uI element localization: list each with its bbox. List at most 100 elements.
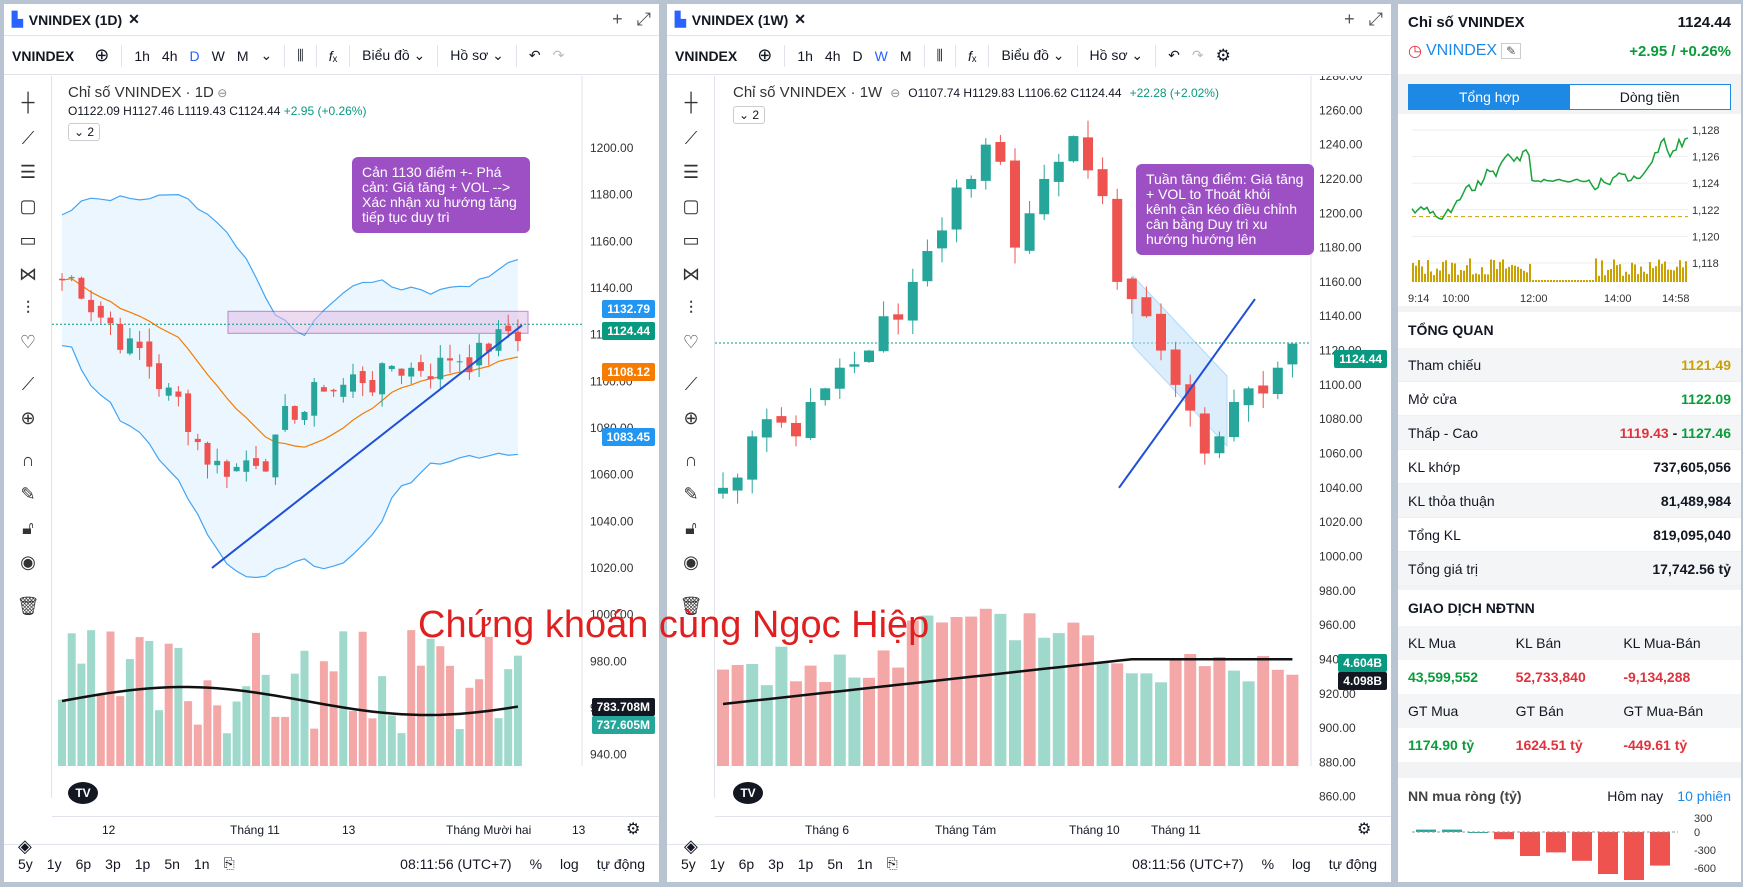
- comment-icon[interactable]: ▭: [682, 230, 700, 250]
- net-today-tab[interactable]: Hôm nay: [1607, 788, 1664, 804]
- interval-w[interactable]: W: [211, 47, 225, 64]
- range-1d[interactable]: 1n: [856, 855, 873, 872]
- range-6m[interactable]: 6p: [738, 855, 755, 872]
- tab-overview[interactable]: Tổng hợp: [1409, 85, 1570, 109]
- add-symbol-icon[interactable]: ⊕: [94, 45, 110, 65]
- undo-icon[interactable]: ↶: [1168, 47, 1180, 63]
- pattern-icon[interactable]: ⋈: [19, 264, 37, 284]
- crosshair-icon[interactable]: ┼: [684, 92, 698, 112]
- undo-icon[interactable]: ↶: [528, 47, 541, 63]
- range-1m[interactable]: 1p: [797, 855, 814, 872]
- expand-icon[interactable]: ⤢: [1368, 9, 1383, 29]
- interval-m[interactable]: M: [899, 47, 912, 64]
- add-symbol-icon[interactable]: ⊕: [757, 45, 773, 65]
- candles-icon[interactable]: ⫼: [936, 47, 943, 63]
- interval-d[interactable]: D: [852, 47, 863, 64]
- weekly-chart-svg[interactable]: 1280.00 1260.00 1240.00 1220.00 1200.00 1180.…: [715, 69, 1391, 818]
- redo-icon[interactable]: ↷: [552, 47, 565, 63]
- fib-icon[interactable]: ☰: [19, 162, 37, 182]
- indicators-icon[interactable]: fₓ: [328, 47, 338, 64]
- forecast-icon[interactable]: ⫶: [688, 298, 694, 318]
- candles-icon[interactable]: ⫼: [297, 47, 304, 63]
- range-5d[interactable]: 5n: [164, 855, 180, 872]
- indicators-icon[interactable]: fₓ: [967, 47, 977, 64]
- log-toggle[interactable]: log: [1292, 855, 1311, 872]
- trendline-icon[interactable]: ⟋: [684, 128, 698, 148]
- expand-icon[interactable]: ⤢: [636, 9, 651, 29]
- range-1m[interactable]: 1p: [134, 855, 151, 872]
- magnet-icon[interactable]: ∩: [684, 450, 698, 470]
- add-icon[interactable]: +: [1344, 9, 1355, 29]
- log-toggle[interactable]: log: [560, 855, 579, 872]
- auto-toggle[interactable]: tự động: [1328, 855, 1377, 872]
- rectangle-icon[interactable]: ▢: [19, 196, 37, 216]
- interval-4h[interactable]: 4h: [824, 47, 841, 64]
- auto-toggle[interactable]: tự động: [596, 855, 645, 872]
- magnet-icon[interactable]: ∩: [21, 450, 35, 470]
- range-1d[interactable]: 1n: [193, 855, 210, 872]
- eye-icon[interactable]: ◉: [683, 552, 699, 572]
- range-1y[interactable]: 1y: [46, 855, 62, 872]
- lock-icon[interactable]: 🔓︎: [685, 518, 697, 538]
- layers-icon[interactable]: ◈: [18, 836, 32, 856]
- ruler-icon[interactable]: ⟋: [684, 374, 698, 394]
- forecast-icon[interactable]: ⫶: [25, 298, 31, 318]
- comment-icon[interactable]: ▭: [19, 230, 37, 250]
- interval-m[interactable]: M: [236, 47, 249, 64]
- interval-w[interactable]: W: [874, 47, 888, 64]
- minus-icon[interactable]: ⊖: [217, 86, 228, 100]
- eye-icon[interactable]: ◉: [20, 552, 36, 572]
- chart-type-button[interactable]: Biểu đồ ⌄: [1001, 47, 1065, 63]
- indicators-toggle[interactable]: ⌄ 2: [68, 123, 101, 141]
- ruler-icon[interactable]: ⟋: [21, 374, 35, 394]
- close-icon[interactable]: ✕: [128, 11, 140, 27]
- rectangle-icon[interactable]: ▢: [682, 196, 700, 216]
- interval-4h[interactable]: 4h: [161, 47, 178, 64]
- heart-icon[interactable]: ♡: [682, 332, 700, 352]
- chart-tab-title[interactable]: VNINDEX (1D): [28, 11, 123, 28]
- layers-icon[interactable]: ◈: [684, 836, 698, 856]
- lock-drawing-icon[interactable]: ✎: [683, 484, 699, 504]
- symbol-search[interactable]: VNINDEX: [12, 47, 75, 64]
- trendline-icon[interactable]: ⟋: [21, 128, 35, 148]
- range-3m[interactable]: 3p: [768, 855, 784, 872]
- annotation-box[interactable]: Cản 1130 điểm +- Phá cản: Giá tăng + VOL…: [352, 157, 530, 233]
- zoom-icon[interactable]: ⊕: [20, 408, 36, 428]
- chevron-down-icon[interactable]: ⌄: [260, 47, 273, 63]
- settings-icon[interactable]: ⚙: [1357, 821, 1372, 838]
- crosshair-icon[interactable]: ┼: [21, 92, 35, 112]
- range-1y[interactable]: 1y: [709, 855, 725, 872]
- edit-icon[interactable]: ✎: [1501, 43, 1522, 59]
- annotation-box[interactable]: Tuần tăng điểm: Giá tăng + VOL to Thoát …: [1136, 164, 1314, 255]
- heart-icon[interactable]: ♡: [19, 332, 37, 352]
- date-range-icon[interactable]: ⎘: [223, 855, 235, 871]
- symbol-search[interactable]: VNINDEX: [675, 47, 738, 64]
- profile-button[interactable]: Hồ sơ ⌄: [1089, 47, 1144, 63]
- add-icon[interactable]: +: [612, 9, 623, 29]
- net-10-sessions-tab[interactable]: 10 phiên: [1677, 788, 1731, 804]
- trash-icon[interactable]: 🗑︎: [679, 596, 703, 616]
- range-3m[interactable]: 3p: [105, 855, 121, 872]
- trash-icon[interactable]: 🗑︎: [16, 596, 40, 616]
- range-5y[interactable]: 5y: [681, 855, 696, 872]
- close-icon[interactable]: ✕: [794, 11, 806, 27]
- settings-icon[interactable]: ⚙: [626, 821, 641, 838]
- date-range-icon[interactable]: ⎘: [886, 855, 898, 871]
- interval-d[interactable]: D: [189, 47, 200, 64]
- pattern-icon[interactable]: ⋈: [682, 264, 700, 284]
- weekly-chart[interactable]: 1280.00 1260.00 1240.00 1220.00 1200.00 1180.…: [715, 69, 1391, 821]
- range-5d[interactable]: 5n: [827, 855, 843, 872]
- range-5y[interactable]: 5y: [18, 855, 33, 872]
- index-symbol[interactable]: VNINDEX: [1425, 42, 1498, 59]
- percent-toggle[interactable]: %: [529, 855, 543, 872]
- redo-icon[interactable]: ↷: [1191, 47, 1204, 63]
- zoom-icon[interactable]: ⊕: [683, 408, 699, 428]
- range-6m[interactable]: 6p: [75, 855, 92, 872]
- percent-toggle[interactable]: %: [1261, 855, 1275, 872]
- tab-money-flow[interactable]: Dòng tiền: [1569, 85, 1730, 109]
- fib-icon[interactable]: ☰: [682, 162, 700, 182]
- indicators-toggle[interactable]: ⌄ 2: [733, 106, 766, 124]
- minus-icon[interactable]: ⊖: [890, 85, 901, 100]
- gear-icon[interactable]: ⚙: [1215, 45, 1231, 65]
- chart-tab-title[interactable]: VNINDEX (1W): [691, 11, 789, 28]
